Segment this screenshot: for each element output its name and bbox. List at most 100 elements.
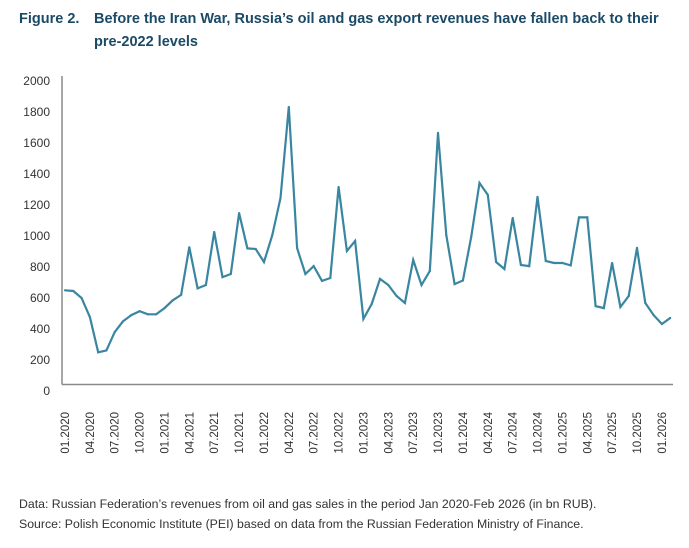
data-point (436, 131, 440, 134)
x-tick-label: 10.2020 (135, 412, 147, 454)
data-point (329, 276, 332, 280)
data-point (188, 246, 191, 249)
x-tick-label: 07.2021 (209, 412, 221, 454)
series-line-revenues (64, 106, 671, 354)
data-point (511, 216, 514, 220)
y-tick-label: 1600 (23, 136, 50, 150)
y-tick-label: 1000 (23, 229, 50, 243)
y-tick-label: 800 (30, 260, 50, 274)
data-point (387, 283, 390, 287)
x-tick-label: 07.2024 (508, 411, 520, 453)
data-point (586, 216, 589, 219)
data-point (370, 302, 373, 306)
data-point (453, 283, 456, 286)
data-point (97, 351, 100, 354)
x-tick-label: 07.2025 (607, 412, 619, 454)
y-tick-label: 1200 (23, 198, 50, 212)
data-point (461, 279, 464, 282)
data-point (121, 320, 125, 323)
data-point (403, 301, 406, 305)
x-tick-label: 10.2023 (433, 412, 445, 454)
data-point (660, 322, 664, 326)
data-point (254, 247, 257, 251)
x-tick-label: 04.2023 (383, 412, 395, 454)
data-point (163, 307, 166, 310)
x-tick-label: 01.2024 (458, 411, 470, 453)
data-point (180, 293, 183, 296)
data-point (287, 105, 290, 109)
data-point (503, 267, 506, 271)
data-point (246, 247, 249, 250)
data-point (320, 279, 324, 282)
data-point (63, 289, 67, 292)
x-tick-label: 01.2023 (358, 412, 370, 454)
x-tick-label: 01.2026 (657, 412, 669, 454)
x-tick-label: 07.2022 (309, 412, 321, 454)
x-tick-label: 01.2021 (159, 412, 171, 454)
data-point (345, 249, 348, 253)
data-point (262, 260, 266, 264)
x-tick-label: 10.2024 (533, 411, 545, 453)
data-point (146, 313, 149, 316)
x-axis-ticks: 01.2020 04.2020 07.2020 10.2020 01.2021 04.20… (60, 411, 669, 453)
x-tick-label: 04.2025 (582, 412, 594, 454)
data-point (88, 316, 91, 319)
data-point (428, 269, 431, 273)
data-point (478, 181, 481, 185)
y-tick-label: 600 (30, 291, 50, 305)
data-point (544, 259, 547, 263)
x-tick-label: 01.2020 (60, 412, 72, 454)
data-point (304, 272, 307, 276)
y-axis-ticks: 0 200 400 600 800 1000 1200 1400 1600 1800 2000 (23, 74, 50, 398)
data-point (229, 272, 232, 276)
data-point (627, 294, 630, 298)
x-tick-label: 07.2023 (408, 412, 420, 454)
x-tick-label: 10.2025 (632, 412, 644, 454)
data-point (130, 314, 133, 317)
data-point (80, 296, 83, 300)
data-point (495, 260, 498, 264)
data-point (271, 234, 274, 237)
data-point (395, 294, 398, 298)
data-point (362, 317, 365, 320)
data-point (113, 331, 116, 334)
data-point (378, 277, 382, 280)
data-point (602, 307, 605, 310)
data-point (412, 258, 415, 262)
series-points (63, 105, 672, 354)
data-point (312, 265, 315, 268)
data-point (105, 349, 108, 352)
data-point (171, 299, 174, 302)
data-point (486, 193, 489, 196)
data-point (611, 261, 614, 265)
data-point (279, 196, 282, 200)
data-point (577, 216, 581, 219)
x-tick-label: 01.2022 (259, 412, 271, 454)
figure-label: Figure 2. (19, 11, 80, 27)
data-point (470, 235, 473, 238)
data-point (354, 239, 357, 243)
data-point (553, 261, 556, 265)
data-point (569, 264, 572, 267)
data-point (204, 283, 207, 287)
figure-title-text: Before the Iran War, Russia’s oil and ga… (94, 11, 659, 50)
data-point (561, 261, 564, 265)
data-point (635, 246, 639, 249)
data-point (72, 289, 75, 293)
data-point (337, 185, 340, 189)
y-tick-label: 400 (30, 322, 50, 336)
data-point (652, 314, 655, 317)
data-point (528, 265, 531, 268)
source-note: Source: Polish Economic Institute (PEI) … (19, 517, 584, 531)
x-tick-label: 04.2022 (284, 412, 296, 454)
data-point (519, 263, 523, 267)
x-tick-label: 10.2022 (334, 412, 346, 454)
data-point (155, 313, 158, 316)
data-point (594, 305, 597, 308)
x-tick-label: 01.2025 (557, 412, 569, 454)
data-point (445, 234, 448, 237)
x-tick-label: 04.2020 (85, 412, 97, 454)
x-tick-label: 10.2021 (234, 412, 246, 454)
data-point (420, 283, 423, 287)
x-tick-label: 04.2024 (483, 411, 495, 453)
